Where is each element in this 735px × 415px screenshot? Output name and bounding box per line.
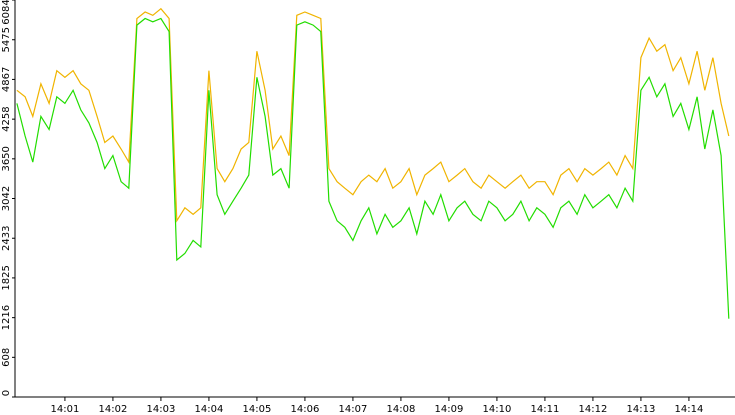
x-tick-label: 14:13 [627, 404, 656, 415]
x-tick-label: 14:14 [675, 404, 704, 415]
y-tick-label: 4258 [1, 106, 12, 131]
x-tick-label: 14:07 [339, 404, 368, 415]
series-line [16, 17, 730, 319]
x-tick-label: 14:06 [291, 404, 320, 415]
x-tick-label: 14:02 [99, 404, 128, 415]
y-tick-label: 3650 [1, 146, 12, 171]
y-tick-label: 3042 [1, 186, 12, 211]
y-tick-label: 2433 [1, 226, 12, 251]
y-tick-label: 4867 [1, 67, 12, 92]
y-tick-label: 1825 [1, 265, 12, 290]
x-tick-label: 14:10 [483, 404, 512, 415]
x-tick-label: 14:11 [531, 404, 560, 415]
x-tick-label: 14:08 [387, 404, 416, 415]
series-line [16, 7, 730, 223]
x-tick-label: 14:01 [51, 404, 80, 415]
x-tick-label: 14:09 [435, 404, 464, 415]
x-tick-label: 14:05 [243, 404, 272, 415]
y-tick-label: 6084 [1, 0, 12, 25]
x-tick-label: 14:03 [147, 404, 176, 415]
x-tick-label: 14:12 [579, 404, 608, 415]
y-tick-label: 5475 [1, 27, 12, 52]
y-tick-label: 1216 [1, 305, 12, 330]
y-tick-label: 608 [1, 348, 12, 367]
y-tick-label: 0 [1, 390, 12, 396]
x-tick-label: 14:04 [195, 404, 224, 415]
